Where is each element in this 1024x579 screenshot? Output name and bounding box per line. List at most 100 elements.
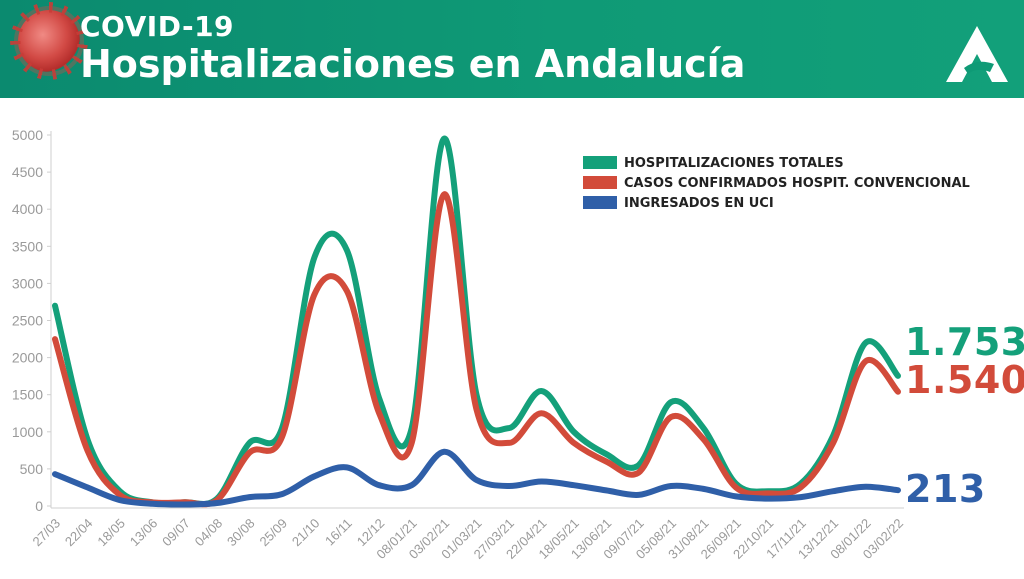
data-point <box>864 341 868 345</box>
data-point <box>637 493 641 497</box>
x-tick-label: 25/09 <box>256 516 290 550</box>
data-point <box>442 192 446 196</box>
data-point <box>702 487 705 491</box>
data-point <box>345 465 349 469</box>
data-point <box>248 451 251 455</box>
data-point <box>831 441 835 445</box>
data-point <box>702 426 705 430</box>
end-label-convencional: 1.540 <box>905 358 1024 402</box>
data-point <box>248 441 251 445</box>
header-banner: COVID-19 Hospitalizaciones en Andalucía <box>0 0 1024 98</box>
y-tick-label: 1500 <box>12 387 43 403</box>
series-line-ingresados-uci <box>52 448 901 508</box>
data-point <box>118 493 122 497</box>
x-tick-label: 18/05 <box>94 516 128 550</box>
series-line-hospitalizaciones-totales <box>52 135 901 507</box>
data-point <box>53 472 57 476</box>
x-tick-label: 16/11 <box>322 516 355 549</box>
x-tick-label: 27/03 <box>30 516 64 550</box>
data-point <box>215 501 219 505</box>
page-title: Hospitalizaciones en Andalucía <box>80 42 746 86</box>
data-point <box>53 337 57 341</box>
data-point <box>53 304 57 308</box>
data-point <box>604 488 608 492</box>
end-label-uci: 213 <box>905 467 986 511</box>
data-point <box>669 484 673 488</box>
data-point <box>280 492 284 496</box>
data-point <box>85 448 89 452</box>
data-point <box>118 498 122 502</box>
data-point <box>183 503 187 506</box>
data-point <box>475 408 478 411</box>
legend-swatch <box>583 196 617 209</box>
data-point <box>734 494 738 498</box>
legend-label: CASOS CONFIRMADOS HOSPIT. CONVENCIONAL <box>624 176 970 191</box>
y-tick-label: 2500 <box>12 313 43 329</box>
data-point <box>572 430 576 434</box>
data-point <box>896 488 900 492</box>
x-tick-label: 09/07 <box>159 516 193 550</box>
data-point <box>312 293 316 296</box>
data-point <box>312 474 316 478</box>
data-point <box>507 441 511 445</box>
data-point <box>864 359 868 363</box>
header-kicker: COVID-19 <box>80 10 235 43</box>
data-point <box>280 435 284 439</box>
hospitalizations-chart: 0 500 1000 1500 2000 2500 3000 3500 4000 4500 5000… <box>12 127 970 562</box>
data-point <box>410 441 414 445</box>
legend-label: INGRESADOS EN UCI <box>624 196 774 211</box>
data-point <box>377 396 381 400</box>
data-point <box>410 483 414 487</box>
x-tick-label: 30/08 <box>224 516 258 550</box>
data-point <box>442 137 446 141</box>
data-point <box>539 389 543 393</box>
y-tick-label: 1000 <box>12 424 43 440</box>
y-axis: 0 500 1000 1500 2000 2500 3000 3500 4000 4500 5000 <box>12 127 52 514</box>
legend-swatch <box>583 176 617 189</box>
data-point <box>248 495 251 499</box>
data-point <box>539 480 543 483</box>
data-point <box>475 478 478 482</box>
legend-swatch <box>583 156 617 169</box>
series-line-casos-confirmados <box>52 191 901 508</box>
data-point <box>831 489 835 493</box>
data-point <box>799 495 803 499</box>
y-tick-label: 3500 <box>12 238 43 254</box>
x-tick-label: 21/10 <box>289 516 323 550</box>
data-point <box>896 374 900 378</box>
legend: HOSPITALIZACIONES TOTALES CASOS CONFIRMAD… <box>583 156 970 211</box>
data-point <box>734 485 738 489</box>
junta-andalucia-logo-icon <box>946 26 1008 82</box>
x-tick-label: 22/04 <box>62 516 96 550</box>
series-lines <box>52 135 901 508</box>
data-point <box>669 400 673 404</box>
data-point <box>766 497 770 501</box>
data-point <box>702 437 705 441</box>
data-point <box>312 255 316 259</box>
data-point <box>442 450 446 454</box>
data-point <box>669 415 673 419</box>
x-axis: 27/0322/0418/0513/0609/0704/0830/0825/09… <box>30 507 906 562</box>
data-point <box>539 411 543 415</box>
y-tick-label: 5000 <box>12 127 43 143</box>
data-point <box>572 441 576 445</box>
data-point <box>572 483 576 487</box>
y-tick-label: 3000 <box>12 275 43 291</box>
data-point <box>507 426 511 430</box>
data-point <box>604 460 608 463</box>
x-tick-label: 13/06 <box>127 516 161 550</box>
x-tick-label: 04/08 <box>192 516 226 550</box>
end-label-totales: 1.753 <box>905 320 1024 364</box>
data-point <box>637 463 641 467</box>
data-point <box>604 452 608 456</box>
y-tick-label: 0 <box>35 498 43 514</box>
coronavirus-icon <box>18 10 80 72</box>
data-point <box>896 390 900 394</box>
y-tick-label: 4500 <box>12 164 43 180</box>
data-point <box>85 485 89 489</box>
legend-label: HOSPITALIZACIONES TOTALES <box>624 156 844 171</box>
data-point <box>507 484 511 488</box>
y-tick-label: 500 <box>20 461 44 477</box>
data-point <box>345 289 349 293</box>
data-point <box>150 502 154 506</box>
